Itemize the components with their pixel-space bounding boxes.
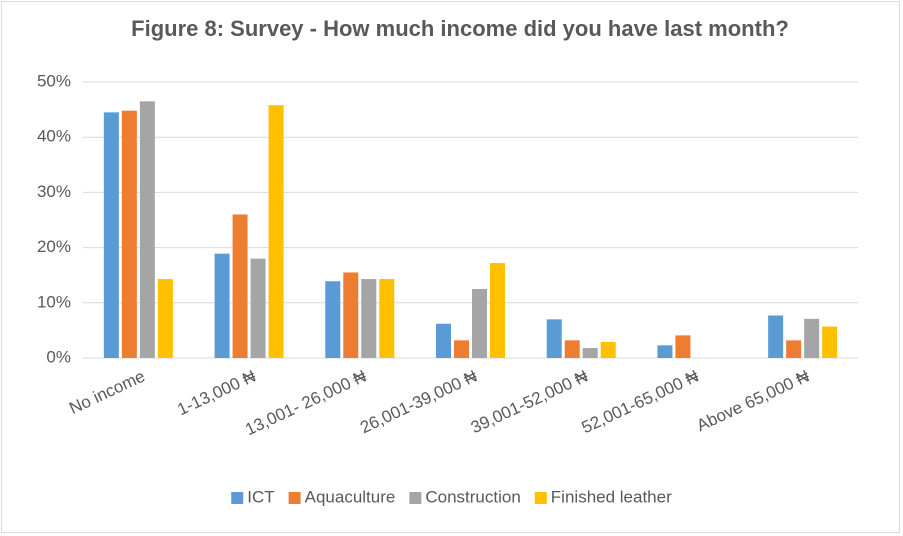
bar — [214, 253, 230, 358]
legend-label: Aquaculture — [305, 487, 396, 506]
bar — [657, 345, 673, 358]
y-tick-label: 40% — [37, 127, 71, 146]
legend-item: ICT — [231, 487, 275, 506]
x-tick-label: 39,001-52,000 ₦ — [468, 366, 591, 437]
x-tick-label: 1-13,000 ₦ — [174, 366, 259, 419]
legend-label: Finished leather — [551, 487, 672, 506]
y-tick-label: 0% — [46, 347, 71, 366]
bar — [157, 279, 173, 358]
legend-swatch — [409, 492, 422, 504]
legend-label: ICT — [247, 487, 274, 506]
bar — [600, 341, 616, 358]
y-tick-label: 50% — [37, 71, 71, 90]
bar — [472, 289, 487, 358]
x-tick-label: Above 65,000 ₦ — [694, 366, 813, 435]
legend-label: Construction — [425, 487, 520, 506]
legend: ICT Aquaculture Construction Finished leath… — [231, 487, 672, 506]
bar — [582, 348, 598, 358]
y-tick-label: 30% — [37, 182, 71, 201]
chart-title: Figure 8: Survey - How much income did y… — [131, 16, 789, 41]
bar — [361, 279, 377, 358]
bar — [103, 112, 119, 358]
bar — [675, 335, 691, 358]
bar — [121, 110, 137, 358]
legend-item: Finished leather — [534, 487, 672, 506]
y-tick-label: 20% — [37, 237, 71, 256]
bar — [768, 315, 784, 358]
bar — [822, 326, 838, 358]
x-tick-label: 13,001- 26,000 ₦ — [242, 366, 370, 439]
legend-item: Construction — [409, 487, 521, 506]
x-tick-label: 52,001-65,000 ₦ — [579, 366, 702, 437]
bar — [546, 319, 562, 358]
bar — [379, 279, 395, 358]
bar — [804, 318, 820, 358]
bar — [325, 281, 341, 358]
bar — [139, 101, 155, 358]
bar — [436, 323, 451, 358]
y-tick-label: 10% — [37, 292, 71, 311]
bar — [786, 340, 802, 358]
bar — [454, 340, 469, 358]
x-tick-label: 26,001-39,000 ₦ — [357, 366, 480, 437]
x-tick-label: No income — [66, 366, 148, 418]
legend-swatch — [534, 492, 547, 504]
bar — [564, 340, 580, 358]
legend-swatch — [231, 492, 244, 504]
bar — [268, 105, 284, 359]
legend-swatch — [288, 492, 301, 504]
legend-item: Aquaculture — [288, 487, 396, 506]
bar — [343, 272, 359, 358]
bar — [250, 258, 266, 358]
bar — [232, 214, 248, 358]
bar — [490, 263, 505, 358]
